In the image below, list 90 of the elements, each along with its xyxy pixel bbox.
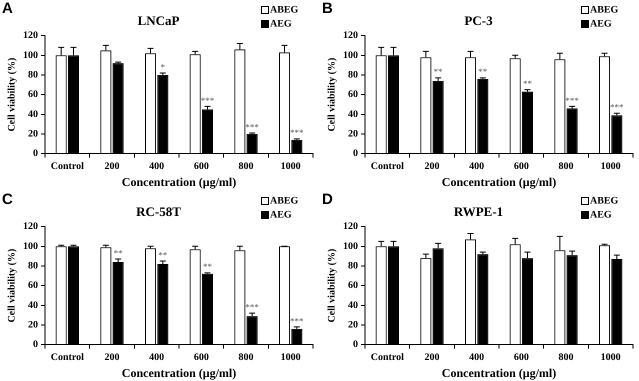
text: B (322, 0, 333, 17)
x-axis-title: Concentration (μg/ml) (122, 174, 236, 189)
y-tick-label: 60 (28, 280, 38, 292)
x-tick-label: 400 (469, 352, 484, 364)
x-tick-label: 800 (238, 161, 254, 172)
x-tick-label: 200 (424, 352, 440, 364)
x-tick-label: Control (370, 352, 404, 364)
y-axis-title: Cell viability (%) (326, 248, 338, 323)
x-tick-label: 800 (238, 352, 254, 364)
annotation: ** (434, 66, 444, 77)
chart-title: RWPE-1 (454, 204, 504, 220)
y-tick-label: 100 (343, 50, 358, 61)
annotation: *** (565, 95, 580, 106)
x-tick-label: 600 (194, 161, 209, 172)
annotation: *** (245, 122, 260, 132)
y-tick-label: 100 (23, 240, 38, 252)
y-tick-label: 80 (28, 70, 38, 81)
y-tick-label: 20 (348, 128, 358, 140)
x-tick-label: 600 (514, 352, 529, 364)
annotation: *** (290, 316, 304, 326)
legend-label: ABEG (590, 4, 619, 16)
annotation: ** (522, 78, 532, 89)
x-tick-label: 600 (514, 161, 529, 172)
y-tick-label: 60 (28, 89, 38, 100)
annotation: *** (290, 128, 304, 138)
y-tick-label: 0 (353, 148, 358, 160)
x-tick-label: 600 (194, 352, 209, 364)
annotation: *** (200, 95, 215, 106)
y-tick-label: 100 (23, 50, 38, 61)
x-tick-label: 200 (424, 161, 440, 172)
x-tick-label: Control (50, 352, 84, 364)
x-axis-title: Concentration (μg/ml) (442, 174, 556, 189)
y-tick-label: 20 (28, 320, 38, 331)
x-tick-label: 200 (104, 161, 120, 172)
y-tick-label: 0 (33, 148, 38, 160)
annotation: ** (158, 250, 168, 260)
y-tick-label: 0 (33, 339, 38, 350)
annotation: * (160, 62, 166, 72)
y-tick-label: 80 (28, 260, 38, 272)
legend-label: ABEG (590, 196, 619, 207)
x-tick-label: 1000 (280, 352, 301, 364)
y-axis-title: Cell viability (%) (6, 248, 18, 323)
text: C (2, 191, 13, 208)
annotation: ** (114, 248, 124, 258)
y-tick-label: 120 (23, 221, 38, 232)
legend-label: ABEG (270, 196, 299, 207)
y-tick-label: 20 (348, 320, 358, 331)
chart-title: PC-3 (464, 13, 494, 28)
y-tick-label: 20 (28, 128, 38, 140)
chart-title: RC-58T (136, 204, 182, 220)
x-axis-title: Concentration (μg/ml) (122, 366, 236, 380)
x-tick-label: Control (50, 161, 84, 172)
x-tick-label: 1000 (280, 161, 301, 172)
annotation: *** (610, 102, 624, 112)
legend-label: AEG (270, 210, 292, 221)
y-tick-label: 40 (28, 108, 38, 120)
annotation: ** (478, 66, 488, 77)
x-tick-label: 800 (558, 352, 574, 364)
y-axis-title: Cell viability (%) (6, 58, 18, 132)
y-tick-label: 120 (343, 221, 358, 232)
y-tick-label: 80 (348, 70, 358, 81)
y-tick-label: 40 (28, 300, 38, 311)
y-tick-label: 80 (348, 260, 358, 272)
y-tick-label: 0 (353, 339, 358, 350)
y-tick-label: 100 (343, 240, 358, 252)
x-tick-label: 400 (149, 161, 164, 172)
x-tick-label: 1000 (600, 352, 621, 364)
y-tick-label: 60 (348, 89, 358, 100)
text: D (322, 191, 333, 208)
y-tick-label: 120 (343, 30, 358, 42)
legend-label: AEG (270, 18, 292, 30)
legend-label: AEG (590, 18, 612, 30)
x-tick-label: 200 (104, 352, 120, 364)
y-tick-label: 120 (23, 30, 38, 42)
annotation: ** (202, 262, 212, 272)
x-tick-label: Control (370, 161, 404, 172)
legend-label: ABEG (270, 4, 299, 16)
annotation: *** (245, 302, 260, 312)
y-tick-label: 40 (348, 108, 358, 120)
y-tick-label: 60 (348, 280, 358, 292)
x-tick-label: 400 (469, 161, 484, 172)
x-tick-label: 1000 (600, 161, 621, 172)
x-tick-label: 800 (558, 161, 574, 172)
chart-title: LNCaP (138, 13, 180, 28)
x-axis-title: Concentration (μg/ml) (442, 366, 556, 380)
text: A (2, 0, 13, 17)
x-tick-label: 400 (149, 352, 164, 364)
y-tick-label: 40 (348, 300, 358, 311)
y-axis-title: Cell viability (%) (326, 58, 338, 132)
legend-label: AEG (590, 210, 612, 221)
